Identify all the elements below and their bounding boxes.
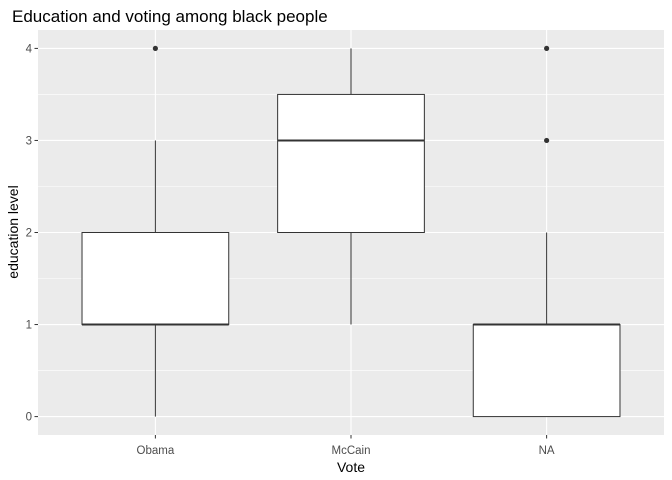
x-tick-label: Obama bbox=[137, 445, 175, 457]
x-axis-title: Vote bbox=[337, 459, 365, 475]
x-tick-label: NA bbox=[539, 445, 555, 457]
outlier-point bbox=[544, 137, 550, 144]
outlier-point bbox=[152, 45, 158, 52]
y-tick-label: 2 bbox=[26, 228, 32, 240]
y-tick-label: 3 bbox=[26, 135, 32, 147]
box-obama bbox=[81, 45, 230, 417]
x-tick-label: McCain bbox=[332, 445, 371, 457]
y-tick-label: 0 bbox=[26, 412, 32, 424]
y-axis-title: education level bbox=[5, 185, 21, 278]
box-rect bbox=[472, 324, 621, 418]
boxplot-series bbox=[81, 45, 621, 418]
chart-title: Education and voting among black people bbox=[12, 7, 328, 26]
y-axis: 0 1 2 3 4 bbox=[26, 43, 38, 424]
box-rect bbox=[81, 232, 230, 326]
box-mccain bbox=[277, 48, 425, 325]
outlier-point bbox=[544, 45, 550, 52]
y-tick-label: 1 bbox=[26, 320, 32, 332]
box-na bbox=[472, 45, 621, 418]
x-axis: Obama McCain NA bbox=[137, 435, 555, 457]
box-rect bbox=[277, 93, 425, 233]
y-tick-label: 4 bbox=[26, 43, 33, 55]
